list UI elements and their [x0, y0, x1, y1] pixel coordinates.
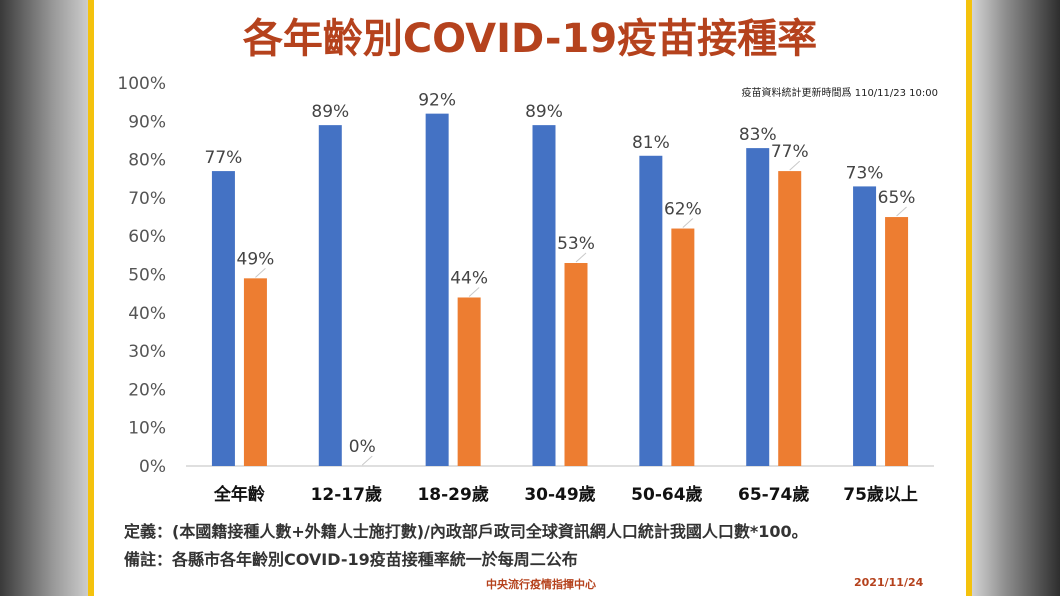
bar — [853, 186, 877, 466]
bar — [318, 125, 342, 466]
bar — [425, 113, 449, 466]
data-label: 89% — [311, 102, 349, 122]
bar — [457, 297, 481, 466]
label-leader-line — [361, 455, 373, 466]
category-label: 50-64歲 — [631, 484, 702, 505]
bar — [671, 228, 695, 466]
chart-title: 各年齡別COVID-19疫苗接種率 — [242, 16, 818, 62]
footer-organization: 中央流行疫情指揮中心 — [486, 578, 596, 591]
update-note: 疫苗資料統計更新時間爲 110/11/23 10:00 — [741, 88, 938, 99]
background-left — [0, 0, 90, 596]
data-label: 0% — [349, 437, 376, 457]
label-leader-line — [682, 218, 694, 228]
data-label: 49% — [237, 249, 275, 269]
y-tick-label: 30% — [128, 342, 166, 362]
data-label: 77% — [205, 148, 243, 168]
y-tick-label: 100% — [117, 74, 166, 94]
y-tick-label: 10% — [128, 419, 166, 439]
label-leader-line — [575, 252, 587, 263]
bar — [243, 278, 267, 466]
data-label: 44% — [450, 268, 488, 288]
data-label: 83% — [739, 125, 777, 145]
y-tick-label: 0% — [139, 457, 166, 477]
data-label: 73% — [846, 163, 884, 183]
data-label: 92% — [418, 91, 456, 111]
category-label: 65-74歲 — [738, 484, 809, 505]
data-label: 53% — [557, 234, 595, 254]
label-leader-line — [789, 160, 801, 171]
footer-date: 2021/11/24 — [854, 576, 924, 589]
slide: 各年齡別COVID-19疫苗接種率 疫苗資料統計更新時間爲 110/11/23 … — [88, 0, 972, 596]
data-label: 62% — [664, 200, 702, 220]
label-leader-line — [255, 267, 266, 278]
background-right — [970, 0, 1060, 596]
y-tick-label: 40% — [128, 304, 166, 324]
definition-text: 定義：(本國籍接種人數+外籍人士施打數)/內政部戶政司全球資訊網人口統計我國人口… — [124, 522, 808, 541]
data-label: 77% — [771, 142, 809, 162]
bar — [885, 217, 909, 466]
y-tick-label: 80% — [128, 151, 166, 171]
y-tick-label: 90% — [128, 112, 166, 132]
category-label: 12-17歲 — [311, 484, 382, 505]
bar — [639, 155, 663, 466]
y-tick-label: 70% — [128, 189, 166, 209]
bar-chart: 0% 10% 20% 30% 40% 50% 60% 70% 80% 90% 100% 77% 49% 全… — [117, 74, 934, 505]
label-leader-line — [468, 287, 480, 297]
data-label: 65% — [878, 188, 916, 208]
bar — [778, 171, 802, 466]
bar — [211, 171, 235, 466]
bar — [746, 148, 770, 467]
y-tick-label: 20% — [128, 380, 166, 400]
remark-text: 備註：各縣市各年齡別COVID-19疫苗接種率統一於每周二公布 — [124, 550, 578, 569]
label-leader-line — [896, 206, 907, 217]
category-label: 30-49歲 — [524, 484, 595, 505]
data-label: 89% — [525, 102, 563, 122]
y-tick-label: 60% — [128, 227, 166, 247]
category-label: 全年齡 — [213, 484, 265, 505]
category-label: 75歲以上 — [843, 484, 918, 505]
category-label: 18-29歲 — [417, 484, 488, 505]
bar — [532, 125, 556, 466]
y-tick-label: 50% — [128, 266, 166, 286]
bar — [564, 263, 588, 466]
data-label: 81% — [632, 133, 670, 153]
